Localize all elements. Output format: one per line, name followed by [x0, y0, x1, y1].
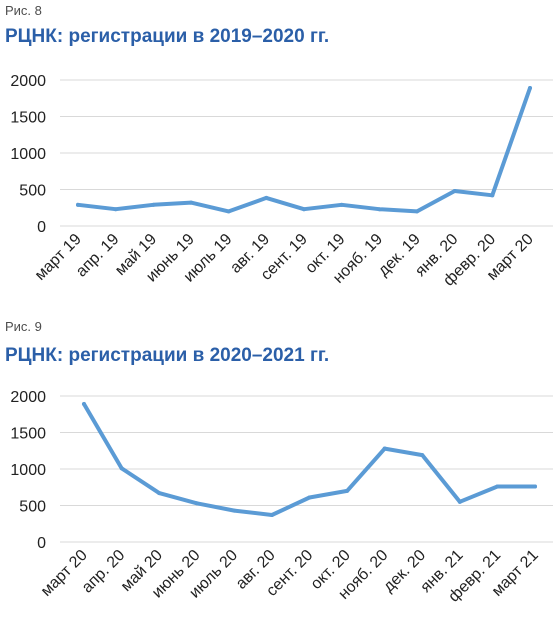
y-tick-label: 1000 [10, 146, 46, 163]
data-point [377, 207, 382, 212]
data-point [345, 488, 350, 493]
figure-2-label: Рис. 9 [5, 319, 42, 334]
data-point [232, 508, 237, 513]
x-tick-label: март 20 [38, 547, 91, 600]
figure-1-title: РЦНК: регистрации в 2019–2020 гг. [5, 26, 330, 47]
y-tick-label: 0 [37, 219, 46, 236]
y-tick-label: 500 [19, 183, 46, 200]
x-tick-label: апр. 19 [73, 231, 123, 281]
x-tick-label: апр. 20 [79, 547, 129, 597]
data-point [339, 202, 344, 207]
data-point [490, 193, 495, 198]
data-point [420, 453, 425, 458]
y-tick-label: 2000 [10, 389, 46, 406]
figure-1-label: Рис. 8 [5, 3, 42, 18]
y-tick-label: 500 [19, 499, 46, 516]
data-point [495, 484, 500, 489]
figure-2-title: РЦНК: регистрации в 2020–2021 гг. [5, 345, 330, 366]
data-point [119, 466, 124, 471]
data-point [194, 501, 199, 506]
data-point [76, 202, 80, 207]
data-point [533, 484, 537, 489]
y-tick-label: 1000 [10, 462, 46, 479]
data-point [269, 512, 274, 517]
y-tick-label: 1500 [10, 110, 46, 127]
data-point [415, 209, 419, 214]
data-point [157, 491, 162, 496]
data-point [307, 495, 312, 500]
data-point [113, 207, 118, 212]
data-point [382, 446, 387, 451]
y-tick-label: 2000 [10, 73, 46, 90]
x-tick-label: март 19 [32, 231, 85, 284]
data-point [82, 402, 86, 407]
y-tick-label: 1500 [10, 426, 46, 443]
data-point [457, 499, 462, 504]
data-point [264, 195, 269, 200]
data-point [189, 200, 193, 205]
data-point [226, 209, 231, 214]
series-line [76, 86, 532, 214]
data-point [151, 202, 156, 207]
data-point [302, 207, 306, 212]
y-tick-label: 0 [37, 535, 46, 552]
data-point [452, 188, 457, 193]
data-point [528, 86, 532, 91]
